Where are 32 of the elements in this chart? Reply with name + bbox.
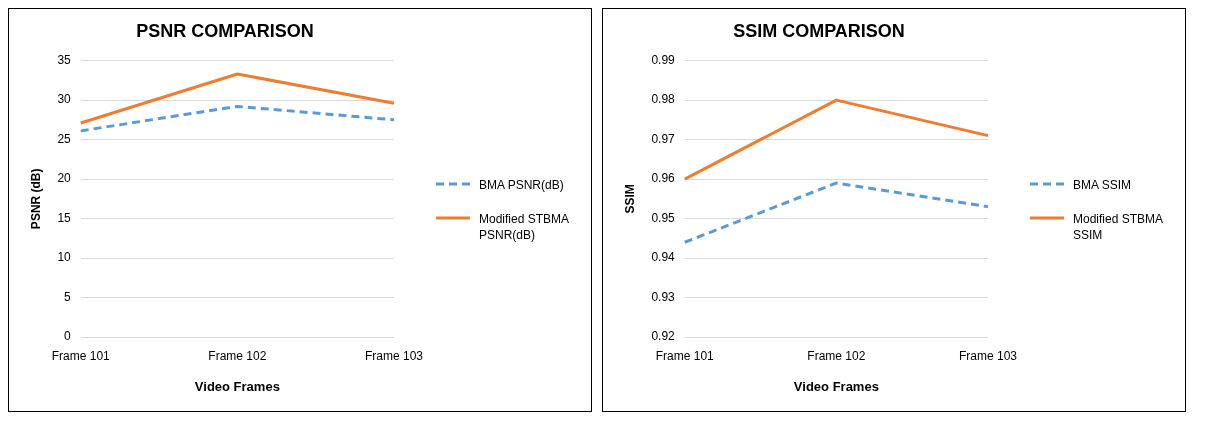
y-tick-label: 25 <box>57 131 72 146</box>
y-tick-label: 0.94 <box>651 250 676 265</box>
y-tick-label: 30 <box>57 92 72 107</box>
y-tick-label: 0.95 <box>651 210 676 225</box>
legend-label: Modified STBMA SSIM <box>1073 211 1164 243</box>
x-tick-label: Frame 102 <box>807 348 866 363</box>
y-axis-title: PSNR (dB) <box>28 168 43 230</box>
y-tick-label: 0.99 <box>651 52 676 67</box>
y-tick-label: 15 <box>57 210 72 225</box>
x-tick-label: Frame 101 <box>655 348 715 363</box>
y-tick-label: 0 <box>64 329 72 344</box>
x-axis-title: Video Frames <box>194 378 280 394</box>
chart-title: PSNR COMPARISON <box>136 20 314 41</box>
y-tick-label: 0.96 <box>651 171 676 186</box>
y-tick-label: 35 <box>57 52 72 67</box>
chart-title: SSIM COMPARISON <box>733 20 905 41</box>
x-axis-title: Video Frames <box>793 378 879 394</box>
y-tick-label: 0.93 <box>651 289 676 304</box>
x-tick-label: Frame 103 <box>364 348 424 363</box>
y-tick-label: 5 <box>64 289 72 304</box>
legend-label: BMA SSIM <box>1073 177 1132 193</box>
y-tick-label: 0.97 <box>651 131 676 146</box>
x-tick-label: Frame 103 <box>958 348 1018 363</box>
x-tick-label: Frame 102 <box>208 348 267 363</box>
y-axis-title: SSIM <box>622 184 637 214</box>
y-tick-label: 0.92 <box>651 329 676 344</box>
y-tick-label: 10 <box>57 250 72 265</box>
y-tick-label: 0.98 <box>651 92 676 107</box>
y-tick-label: 20 <box>57 171 72 186</box>
legend-label: Modified STBMA PSNR(dB) <box>479 211 570 243</box>
legend-label: BMA PSNR(dB) <box>479 177 564 193</box>
x-tick-label: Frame 101 <box>51 348 111 363</box>
